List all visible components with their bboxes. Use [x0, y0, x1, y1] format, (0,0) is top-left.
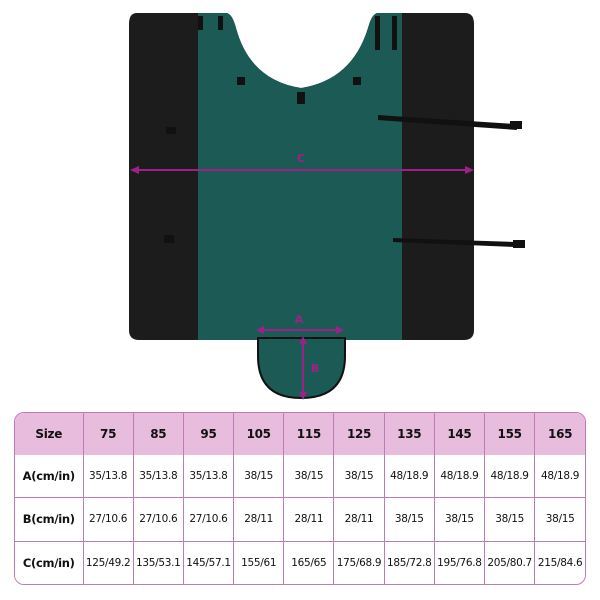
blanket-body: [129, 13, 474, 340]
straps: [164, 16, 525, 248]
table-cell: 28/11: [333, 497, 385, 542]
row-label: B(cm/in): [15, 497, 84, 542]
table-cell: 38/15: [383, 497, 435, 542]
row-label: A(cm/in): [15, 455, 84, 498]
header-size-85: 85: [132, 413, 184, 455]
table-row: C(cm/in) 125/49.2 135/53.1 145/57.1 155/61 16…: [15, 540, 585, 584]
table-cell: 28/11: [283, 497, 335, 542]
table-cell: 165/65: [283, 540, 335, 584]
tail-flap: [257, 337, 346, 400]
header-size-105: 105: [233, 413, 285, 455]
table-row: A(cm/in) 35/13.8 35/13.8 35/13.8 38/15 38/15 3…: [15, 455, 585, 498]
table-cell: 28/11: [233, 497, 285, 542]
table-cell: 48/18.9: [383, 455, 435, 498]
dimension-c-arrow: [130, 166, 474, 174]
row-label: C(cm/in): [15, 540, 84, 584]
dimension-b-arrow: [299, 336, 307, 400]
header-size-label: Size: [15, 413, 84, 455]
table-header-row: Size 75 85 95 105 115 125 135 145 155 165: [15, 413, 585, 455]
table-cell: 135/53.1: [132, 540, 184, 584]
table-cell: 35/13.8: [132, 455, 184, 498]
table-cell: 48/18.9: [433, 455, 486, 498]
table-cell: 38/15: [534, 497, 585, 542]
size-chart-table: Size 75 85 95 105 115 125 135 145 155 165 A(cm/in)…: [14, 412, 586, 585]
table-cell: 215/84.6: [534, 540, 585, 584]
header-size-125: 125: [333, 413, 385, 455]
header-size-155: 155: [483, 413, 536, 455]
table-cell: 38/15: [483, 497, 536, 542]
header-size-75: 75: [82, 413, 134, 455]
dimension-c-label: C: [297, 152, 305, 165]
header-size-115: 115: [283, 413, 335, 455]
header-size-95: 95: [182, 413, 235, 455]
table-cell: 185/72.8: [383, 540, 435, 584]
table-cell: 205/80.7: [483, 540, 536, 584]
header-size-145: 145: [433, 413, 486, 455]
header-size-165: 165: [534, 413, 585, 455]
table-cell: 38/15: [283, 455, 335, 498]
table-cell: 38/15: [333, 455, 385, 498]
table-cell: 125/49.2: [82, 540, 134, 584]
dimension-a-label: A: [295, 313, 304, 326]
table-cell: 27/10.6: [182, 497, 235, 542]
table-cell: 38/15: [233, 455, 285, 498]
table-cell: 27/10.6: [132, 497, 184, 542]
table-cell: 35/13.8: [82, 455, 134, 498]
table-cell: 155/61: [233, 540, 285, 584]
table-cell: 48/18.9: [534, 455, 585, 498]
header-size-135: 135: [383, 413, 435, 455]
table-row: B(cm/in) 27/10.6 27/10.6 27/10.6 28/11 28/11 2…: [15, 497, 585, 542]
table-cell: 195/76.8: [433, 540, 486, 584]
table-cell: 38/15: [433, 497, 486, 542]
table-cell: 175/68.9: [333, 540, 385, 584]
table-cell: 145/57.1: [182, 540, 235, 584]
dimension-b-label: B: [311, 362, 319, 375]
blanket-diagram: C A B: [129, 13, 525, 400]
dimension-a-arrow: [256, 326, 344, 334]
table-cell: 35/13.8: [182, 455, 235, 498]
table-cell: 27/10.6: [82, 497, 134, 542]
center-panel: [198, 13, 402, 340]
table-cell: 48/18.9: [483, 455, 536, 498]
